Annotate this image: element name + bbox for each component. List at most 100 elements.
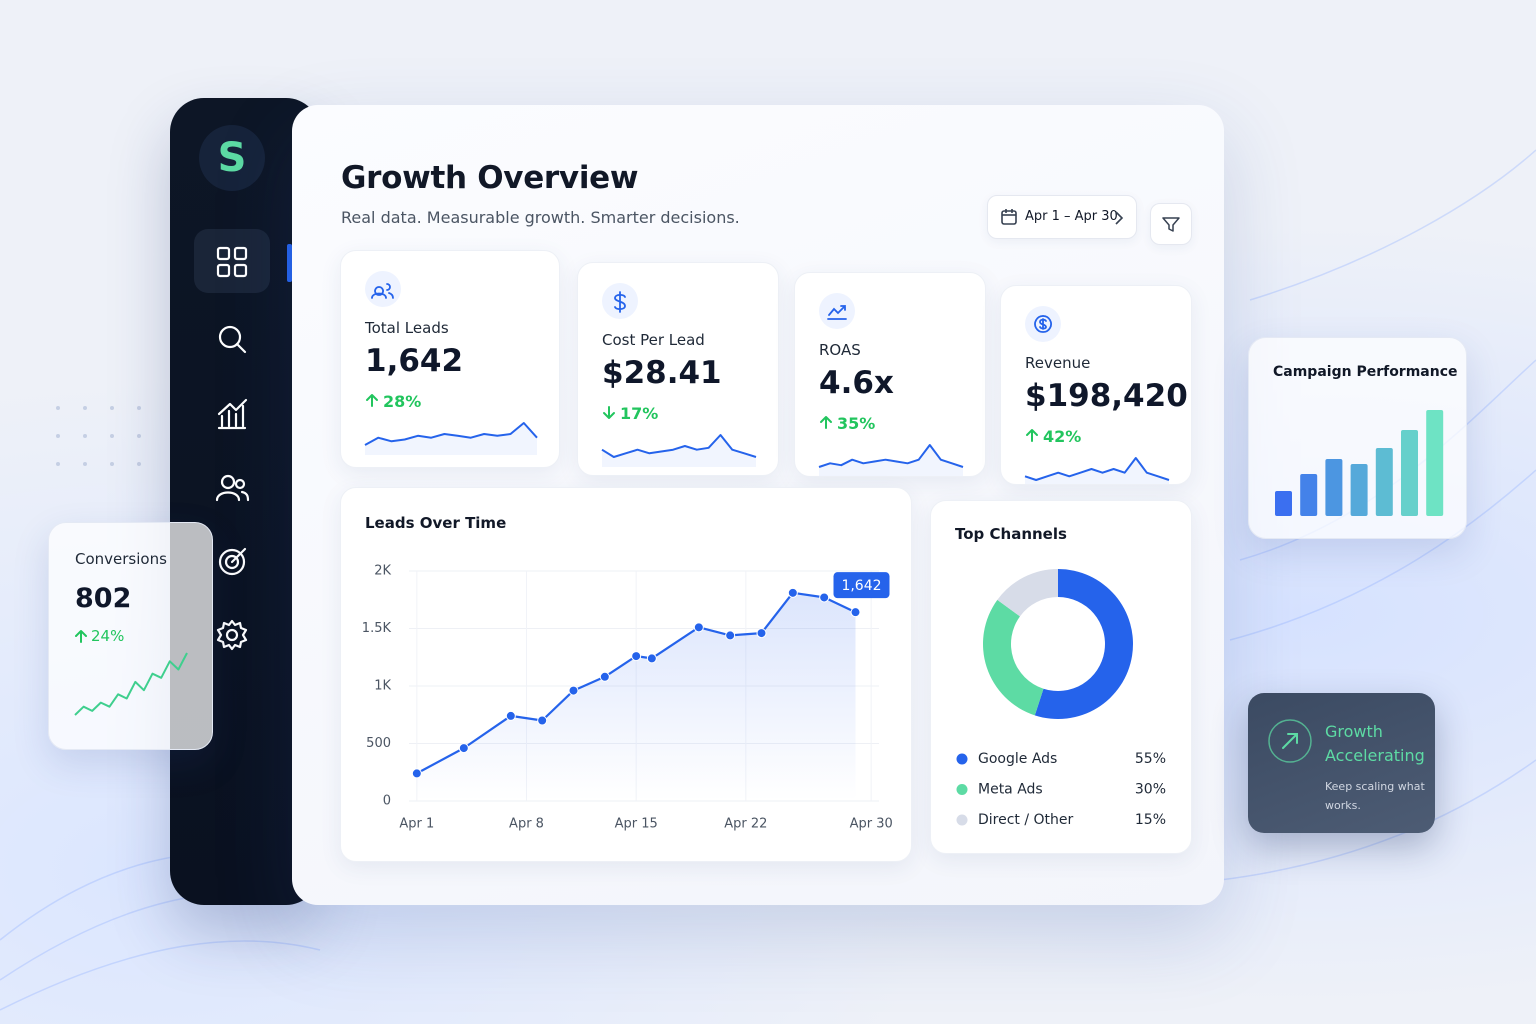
line-point [693,622,704,633]
legend-swatch [956,784,968,795]
trend-arrow [603,406,615,419]
line-point [819,592,830,603]
line-point [725,630,736,641]
line-point [646,653,657,664]
y-tick-label: 1.5K [362,621,392,636]
nav-analytics[interactable] [217,398,248,430]
leads-chart: 0 500 1K 1.5K 2K Apr 1 Apr 8 Apr 15 Apr 22 Apr 30… [362,564,893,832]
donut-segment [997,569,1058,617]
line-point [756,628,767,639]
nav-active-bg [194,229,270,293]
nav-search[interactable] [218,325,247,354]
trend-arrow [75,630,87,643]
growth-icon [1268,719,1312,763]
donut-segment [1034,569,1133,719]
nav-settings[interactable] [216,619,248,651]
page-title: Growth Overview [341,160,639,196]
logo-badge [199,125,265,191]
chevron-icon [1115,211,1124,225]
bar [1350,464,1368,516]
sidebar-icons: S [194,125,292,651]
kpi-label: Total Leads [365,319,449,337]
date-range: Apr 1 – Apr 30 [1025,209,1118,224]
calendar-icon [1001,209,1017,225]
bar [1375,448,1393,516]
date-range-button[interactable]: Apr 1 – Apr 30 [987,195,1137,239]
line-point [537,715,548,726]
bar [1325,459,1343,516]
kpi-value: $198,420 [1025,378,1188,414]
growth-highlight: Accelerating [1325,746,1425,765]
legend-label: Meta Ads [978,782,1043,798]
kpi-change: 28% [383,392,422,411]
sparkline [818,444,964,468]
legend-label: Google Ads [978,751,1057,767]
y-tick-label: 500 [366,736,391,751]
legend-swatch [956,814,968,826]
donut-segment [983,599,1044,716]
growth-card: Growth Accelerating Keep scaling what wo… [1248,693,1435,833]
kpi-label: ROAS [819,341,861,359]
legend-label: Direct / Other [978,812,1074,828]
trend-arrow [820,416,832,429]
kpi-value: 4.6x [819,365,894,401]
tooltip-label: 1,642 [841,578,881,594]
x-tick-label: Apr 8 [509,817,544,832]
nav-active-indicator [287,244,292,282]
bar [1275,491,1292,516]
kpi-change: 17% [620,404,659,423]
leads-chart-card: Leads Over Time 0 500 1K 1.5K 2K Apr 1 Apr 8 Ap… [340,487,912,862]
x-tick-label: Apr 22 [724,817,767,832]
line-point [458,743,469,754]
kpi-graphics [1024,306,1170,484]
legend-swatch [956,753,968,765]
line-point [411,768,422,779]
conversions-value: 802 [75,583,132,614]
y-tick-label: 1K [374,679,391,694]
legend-value: 55% [1135,751,1166,767]
trend-arrow [1026,429,1038,442]
donut-chart: Google Ads 55% Meta Ads 30% Direct / Other 15… [956,569,1166,828]
bar [1426,410,1444,516]
conversions-graphics [74,630,188,716]
kpi-graphics [818,293,964,476]
y-tick-label: 0 [383,794,391,809]
kpi-graphics [601,283,757,467]
sparkline [601,434,757,458]
kpi-value: $28.41 [602,355,722,391]
kpi-card: Cost Per Lead $28.41 17% [577,262,779,476]
growth-title: Growth [1325,722,1383,741]
bar [1401,430,1418,516]
conversions-title: Conversions [75,550,167,568]
sparkline [74,652,188,716]
filter-icon [1162,217,1180,232]
sparkline [1024,457,1170,481]
nav-audience[interactable] [215,474,250,502]
tooltip-bg [833,572,890,599]
sparkline [364,422,538,446]
chart-title: Top Channels [955,525,1067,543]
chart-title: Leads Over Time [365,514,507,532]
nav-dashboard[interactable] [216,246,248,278]
kpi-card: Total Leads 1,642 28% [340,250,560,468]
kpi-change: 35% [837,414,876,433]
line-area [416,592,856,801]
sparkline-area [602,435,756,467]
top-channels-card: Top Channels Google Ads 55% Meta Ads 30% Dir… [930,500,1192,854]
line-point [505,710,516,721]
sparkline-area [819,445,963,476]
trend-arrow [366,394,378,407]
x-tick-label: Apr 15 [615,817,658,832]
sparkline-area [365,423,537,455]
line-point [599,671,610,682]
kpi-graphics [364,271,538,455]
y-tick-label: 2K [374,564,391,579]
filter-button[interactable] [1150,203,1192,245]
nav-goals[interactable] [218,547,247,576]
kpi-change: 42% [1043,427,1082,446]
bar [1300,474,1318,516]
legend-value: 15% [1135,812,1166,828]
